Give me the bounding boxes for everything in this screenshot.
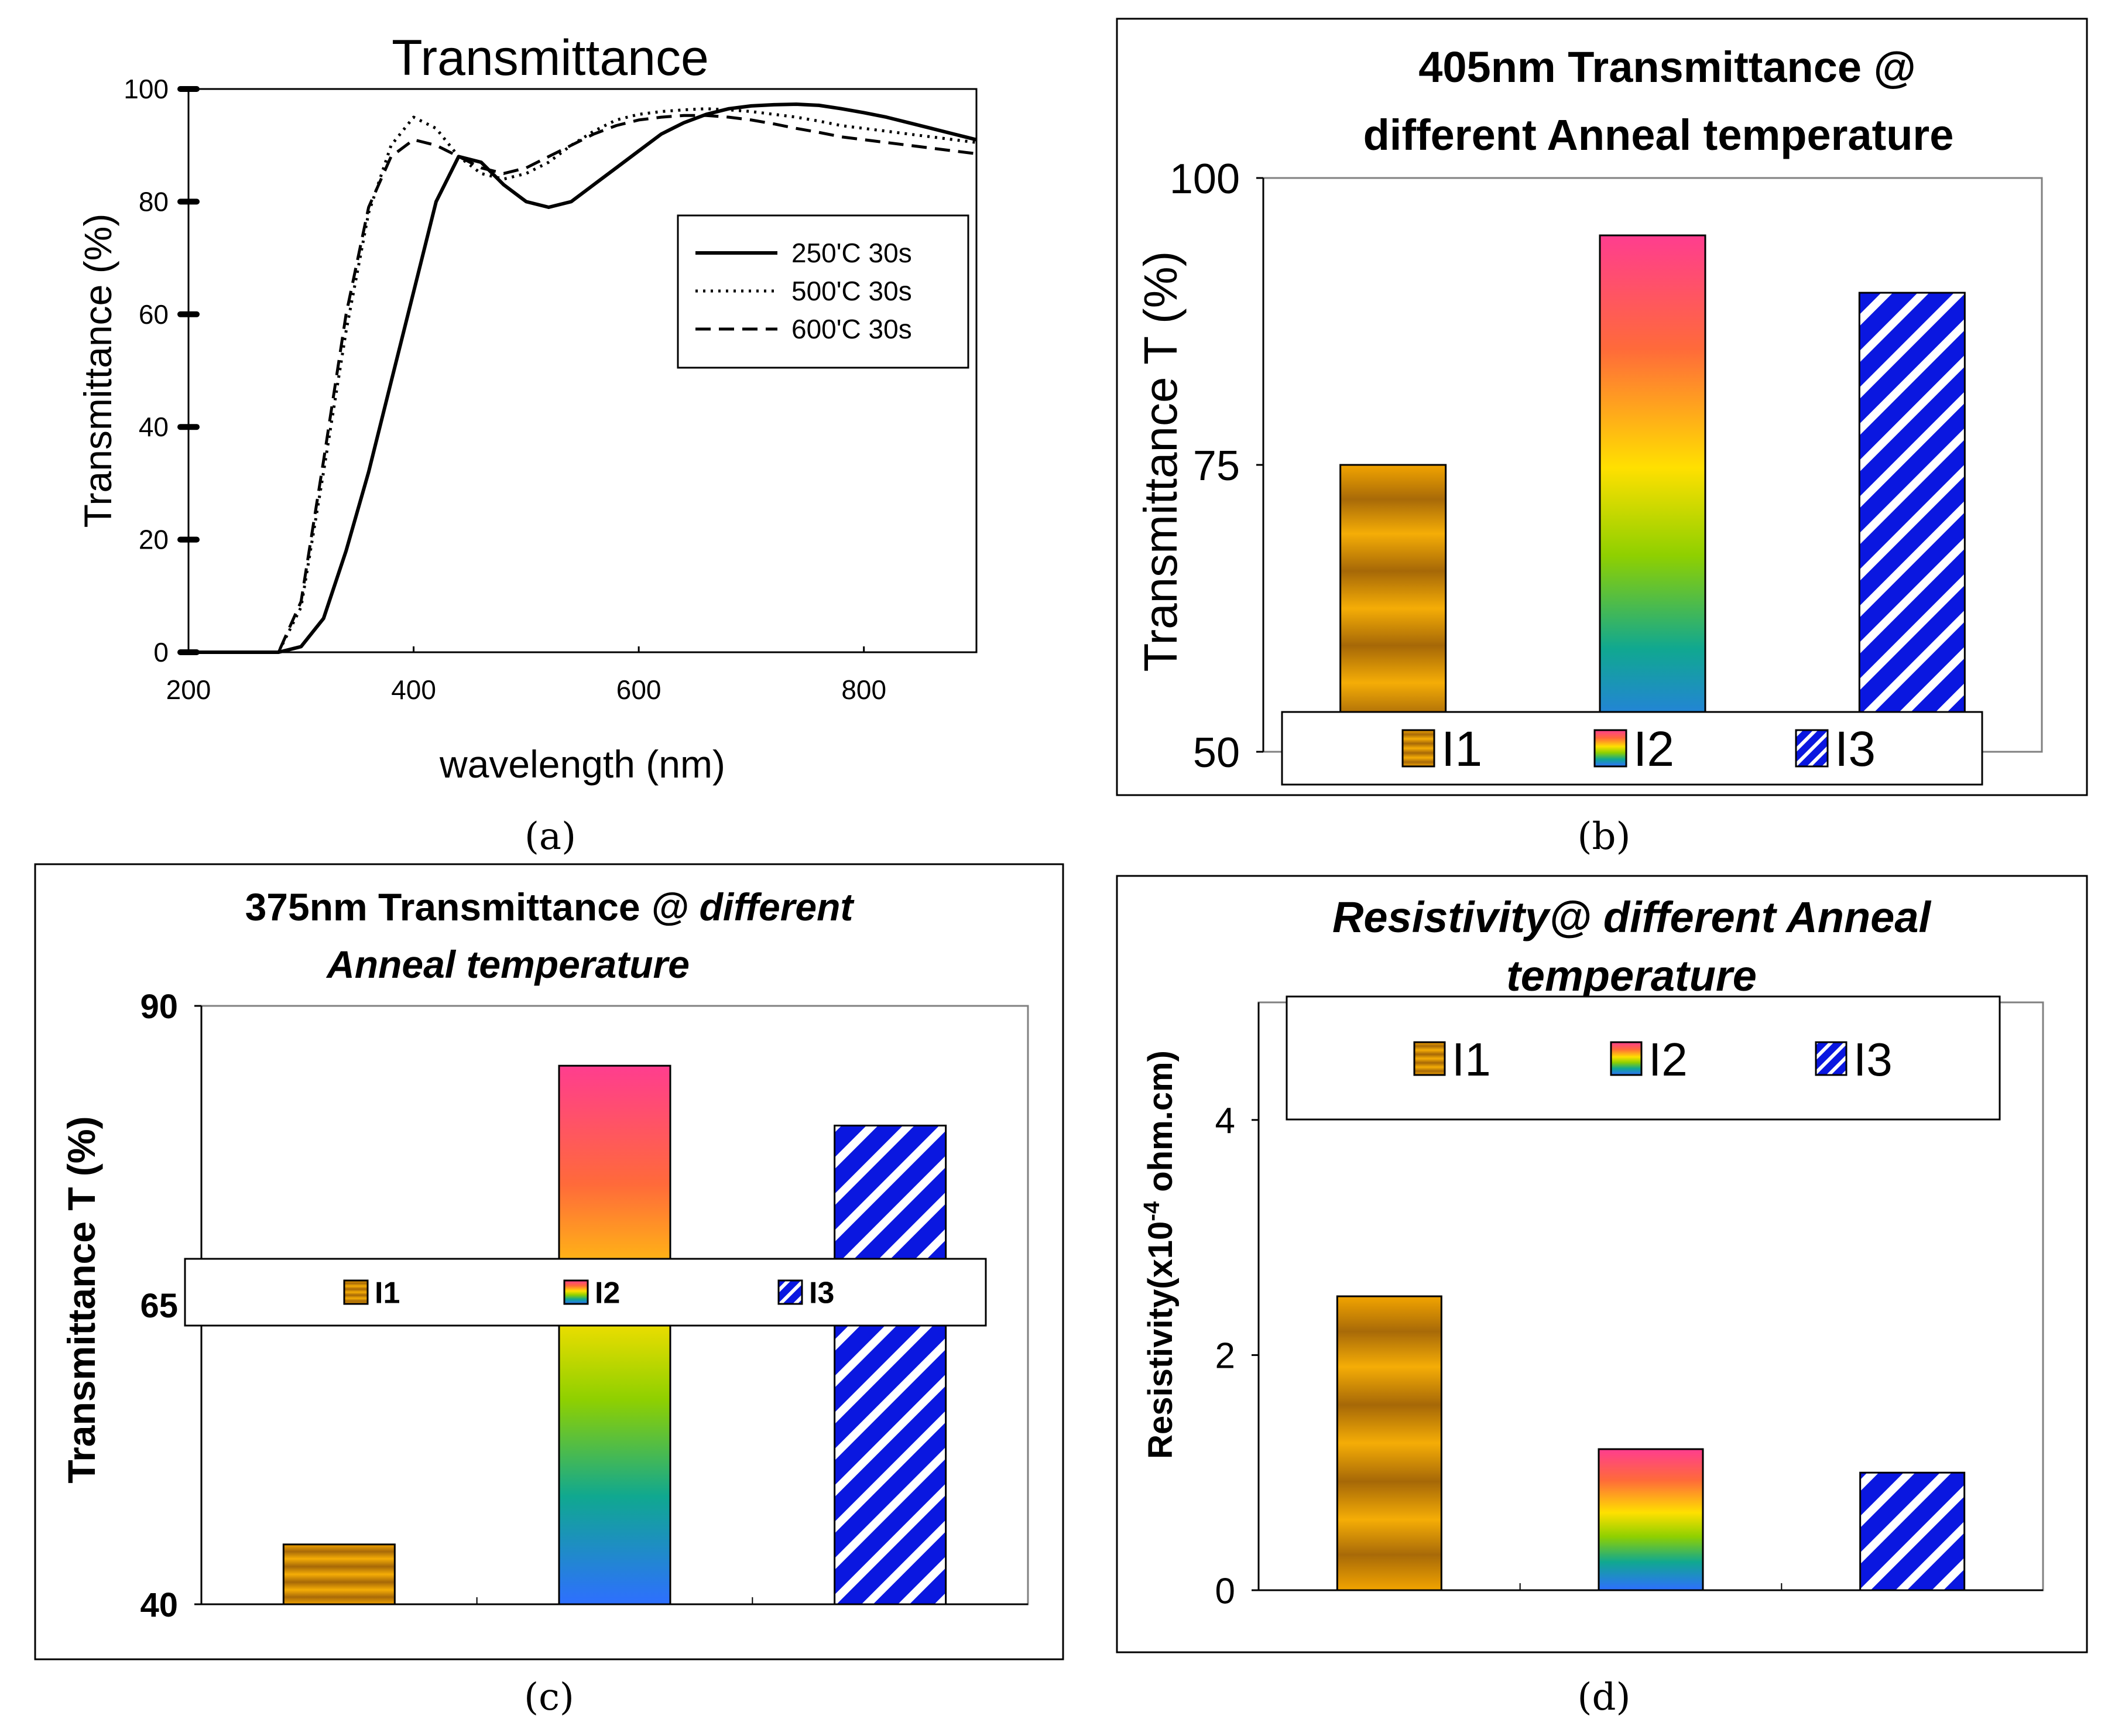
chart-b-title-line-1: 405nm Transmittance @ (1418, 43, 1915, 91)
chart-c-bars (282, 1064, 947, 1605)
chart-b-legend-swatch-I2 (1593, 729, 1627, 768)
chart-a-y-tick-label: 100 (124, 74, 169, 104)
panel-label-a: (a) (525, 815, 576, 858)
chart-a-x-tick-label: 800 (841, 674, 886, 705)
chart-d-title-line-2: temperature (1506, 951, 1757, 1000)
chart-c-y-tick-label: 40 (140, 1586, 178, 1624)
chart-a-legend-label-1: 250'C 30s (791, 238, 912, 268)
chart-a-x-axis: 200 400 600 800 (166, 646, 886, 705)
chart-b-bar-I3 (1858, 292, 1966, 753)
chart-a-y-tick-label: 40 (139, 412, 169, 442)
chart-b-title-line-2: different Anneal temperature (1363, 111, 1954, 159)
chart-a-legend-label-3: 600'C 30s (791, 314, 912, 344)
chart-c-y-tick-label: 90 (140, 988, 178, 1026)
chart-b-legend: I1 I2 I3 (1281, 711, 1983, 786)
chart-d-legend-swatch-I1 (1413, 1041, 1446, 1076)
chart-d-y-tick-label: 4 (1215, 1101, 1235, 1141)
chart-d-legend-box (1286, 995, 2001, 1121)
chart-c-title-part-2: @ different (651, 885, 855, 929)
chart-c-title-line-1: 375nm Transmittance @ different (245, 885, 855, 929)
chart-a-series-line-3 (188, 114, 977, 654)
chart-d-bar-I2 (1598, 1448, 1704, 1591)
chart-d-y-axis-label-exponent: -4 (1140, 1201, 1164, 1221)
chart-d-y-axis-label-main: Resistivity(x10 (1142, 1221, 1180, 1459)
chart-c-legend-swatch-I1 (343, 1279, 369, 1305)
chart-d-legend-label-I3: I3 (1853, 1033, 1893, 1086)
panel-label-c: (c) (524, 1676, 574, 1719)
chart-d-bar-I3 (1859, 1471, 1966, 1591)
chart-a-y-tick-label: 20 (139, 525, 169, 555)
chart-a-plot-frame (187, 88, 978, 653)
chart-b-legend-swatch-I1 (1401, 729, 1435, 768)
chart-a-x-tick-label: 200 (166, 674, 211, 705)
chart-a-series-line-1 (188, 102, 977, 654)
chart-b-y-tick-label: 50 (1193, 730, 1240, 776)
chart-d-y-axis-label: Resistivity(x10-4 ohm.cm) (1140, 1050, 1180, 1459)
chart-b-bars (1339, 234, 1966, 753)
chart-b-legend-box (1281, 711, 1983, 786)
chart-c-legend-entries: I1 I2 I3 (343, 1276, 834, 1310)
panel-label-b: (b) (1578, 815, 1631, 858)
chart-d-y-tick-label: 2 (1215, 1336, 1235, 1377)
panel-d-bar-chart: Resistivity@ different Anneal temperatur… (1116, 875, 2088, 1653)
chart-b-bar-I1 (1339, 464, 1447, 753)
chart-c-bar-I3 (834, 1124, 947, 1605)
chart-d-y-axis-label-unit: ohm.cm) (1142, 1050, 1180, 1201)
chart-d-legend: I1 I2 I3 (1286, 995, 2001, 1121)
chart-c-title-part-1: 375nm Transmittance (245, 885, 651, 929)
chart-a-legend: 250'C 30s 500'C 30s 600'C 30s (677, 214, 969, 369)
chart-b-legend-label-I3: I3 (1835, 721, 1876, 776)
chart-c-legend: I1 I2 I3 (184, 1258, 987, 1327)
chart-b-legend-label-I1: I1 (1441, 721, 1482, 776)
chart-d-bar-I1 (1336, 1295, 1442, 1591)
chart-a-y-tick-label: 80 (139, 186, 169, 217)
chart-d-y-tick-label: 0 (1215, 1571, 1235, 1611)
chart-c-legend-label-I1: I1 (375, 1276, 400, 1310)
panel-b-bar-chart: 405nm Transmittance @ different Anneal t… (1116, 18, 2088, 796)
chart-a-y-axis: 0 20 40 60 80 100 (124, 74, 200, 667)
chart-c-y-axis: 40 65 90 (140, 988, 201, 1624)
chart-a-title: Transmittance (392, 30, 709, 86)
chart-d-legend-swatch-I3 (1815, 1041, 1848, 1076)
chart-d-y-axis: 0 2 4 (1215, 1101, 1259, 1611)
chart-c-y-tick-label: 65 (140, 1287, 178, 1325)
chart-d-bars (1336, 1295, 1966, 1591)
chart-d-title-line-1: Resistivity@ different Anneal (1332, 893, 1932, 941)
panel-c-bar-chart: 375nm Transmittance @ different Anneal t… (34, 863, 1064, 1660)
chart-a-legend-label-2: 500'C 30s (791, 276, 912, 306)
chart-d-legend-entries: I1 I2 I3 (1413, 1033, 1893, 1086)
chart-c-bar-I2 (558, 1064, 671, 1605)
chart-b-bar-I2 (1599, 234, 1706, 753)
chart-b-y-tick-label: 75 (1193, 443, 1240, 489)
chart-d-legend-swatch-I2 (1610, 1041, 1643, 1076)
chart-b-y-axis-label: Transmittance T (%) (1134, 251, 1187, 672)
panel-label-d: (d) (1578, 1676, 1631, 1719)
chart-c-legend-label-I3: I3 (809, 1276, 834, 1310)
chart-b-y-axis: 50 75 100 (1170, 156, 1263, 776)
chart-b-legend-entries: I1 I2 I3 (1401, 721, 1876, 776)
chart-d-legend-label-I1: I1 (1452, 1033, 1491, 1086)
chart-c-y-axis-label: Transmittance T (%) (60, 1116, 103, 1483)
chart-a-y-tick-label: 60 (139, 299, 169, 330)
chart-b-legend-swatch-I3 (1795, 729, 1829, 768)
chart-a-series (188, 102, 977, 654)
chart-a-y-axis-label: Transmittance (%) (76, 214, 119, 528)
chart-c-title-line-2: Anneal temperature (325, 943, 690, 986)
chart-a-x-tick-label: 400 (391, 674, 436, 705)
chart-c-legend-swatch-I2 (563, 1279, 589, 1305)
chart-a-y-tick-label: 0 (153, 637, 169, 667)
chart-c-legend-label-I2: I2 (595, 1276, 620, 1310)
chart-b-y-tick-label: 100 (1170, 156, 1240, 203)
chart-a-x-axis-label: wavelength (nm) (439, 742, 725, 786)
chart-d-legend-label-I2: I2 (1648, 1033, 1688, 1086)
chart-c-legend-swatch-I3 (777, 1279, 803, 1305)
chart-c-bar-I1 (282, 1543, 396, 1605)
chart-a-legend-entries: 250'C 30s 500'C 30s 600'C 30s (695, 238, 912, 344)
chart-a-x-tick-label: 600 (616, 674, 661, 705)
chart-b-legend-label-I2: I2 (1633, 721, 1674, 776)
